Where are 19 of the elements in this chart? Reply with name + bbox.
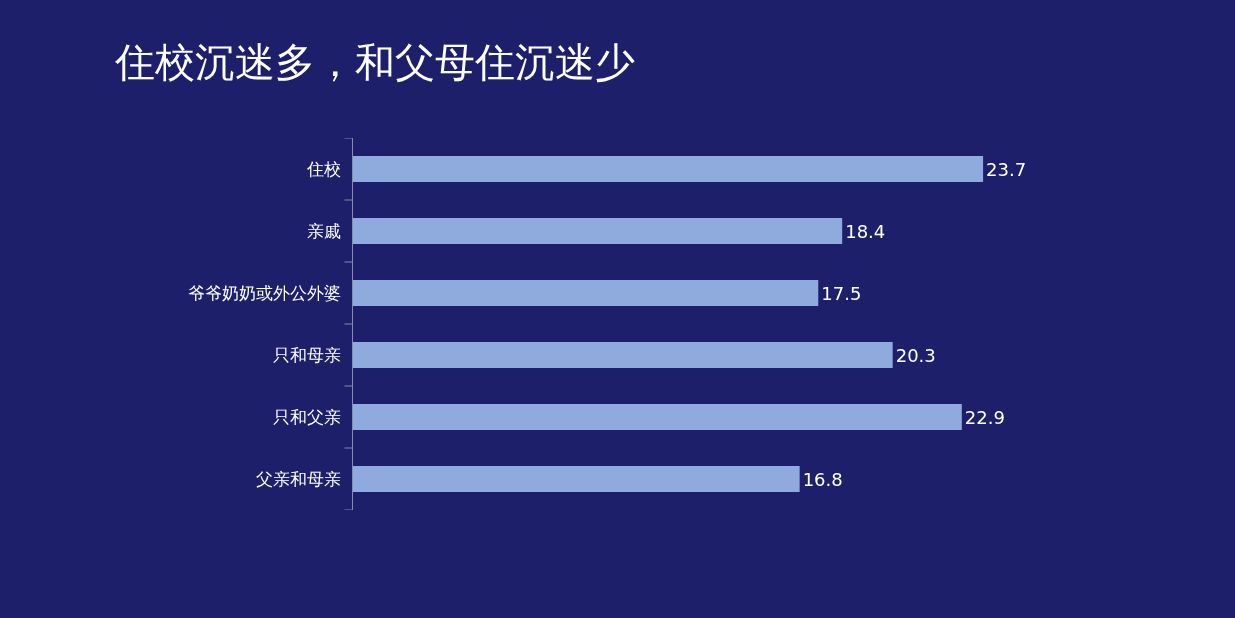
data-label: 23.7 [986, 158, 1027, 180]
bar [353, 155, 984, 183]
data-label: 18.4 [845, 220, 886, 242]
data-label: 20.3 [895, 344, 936, 366]
y-tick-label: 爷爷奶奶或外公外婆 [187, 282, 341, 303]
y-tick-label: 只和父亲 [272, 406, 341, 427]
y-tick-label: 住校 [305, 158, 341, 179]
chart-title: 住校沉迷多，和父母住沉迷少 [113, 38, 635, 85]
bar [353, 465, 800, 493]
y-tick-label: 父亲和母亲 [255, 468, 341, 489]
data-label: 16.8 [802, 468, 843, 490]
bar [353, 217, 843, 245]
bar [353, 341, 893, 369]
y-tick-label: 只和母亲 [272, 344, 341, 365]
data-label: 22.9 [964, 406, 1005, 428]
bar [353, 279, 819, 307]
y-tick-label: 亲戚 [306, 220, 341, 241]
bar [353, 403, 962, 431]
data-label: 17.5 [821, 282, 862, 304]
